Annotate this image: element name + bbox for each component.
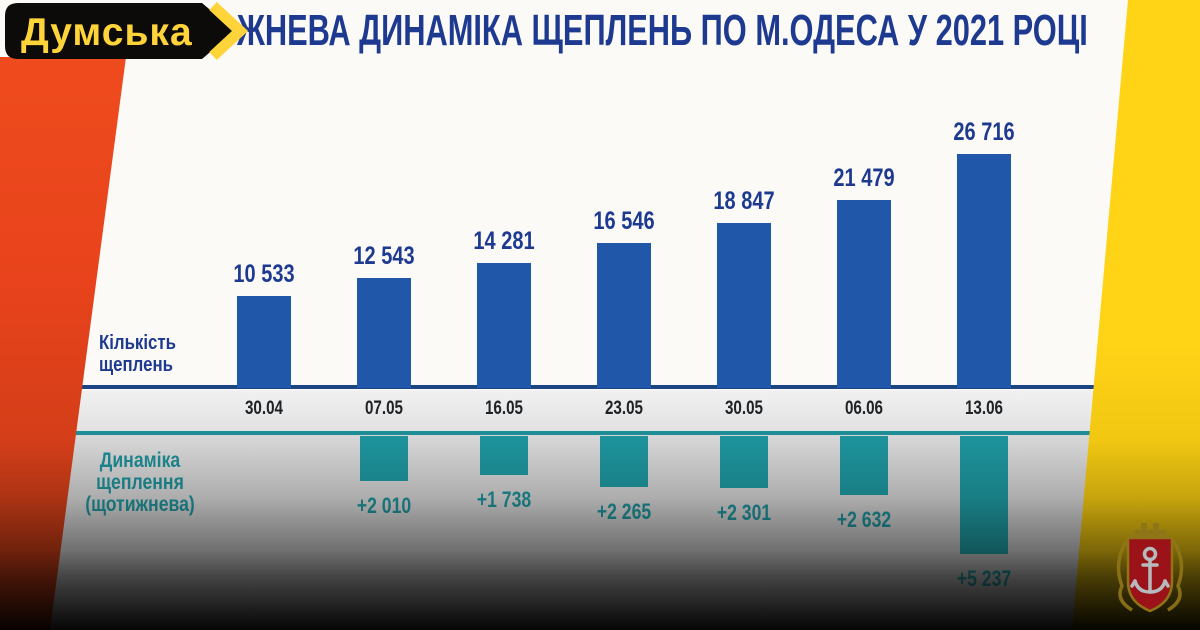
emblem-crown — [1134, 523, 1166, 538]
weekly-delta-value: +1 738 — [476, 487, 531, 512]
logo-badge-shape — [5, 3, 235, 59]
weekly-delta-value: +5 237 — [956, 566, 1011, 591]
delta-caption-line: (щотижнева) — [85, 493, 195, 516]
date-tick-label: 07.05 — [364, 398, 403, 419]
chart-title: ЖНЕВА ДИНАМІКА ЩЕПЛЕНЬ ПО М.ОДЕСА У 2021… — [237, 6, 1088, 55]
date-axis-band: 30.04 07.05 16.05 23.05 30.05 06.06 13.06 — [58, 390, 1116, 431]
date-tick-label: 13.06 — [964, 398, 1003, 419]
count-caption-line: Кількість — [99, 332, 176, 354]
vaccination-total-value: 10 533 — [232, 260, 295, 288]
vaccination-total-bar — [356, 278, 411, 388]
vaccination-total-value: 21 479 — [832, 164, 895, 192]
weekly-delta-bar — [599, 436, 648, 487]
weekly-delta-bar — [359, 436, 408, 481]
weekly-delta-bar — [959, 436, 1008, 554]
vaccination-total-value: 12 543 — [352, 242, 415, 270]
vaccination-total-bar — [956, 154, 1011, 388]
logo-text: Думська — [21, 11, 193, 54]
delta-axis-caption: Динаміка щеплення (щотижнева) — [73, 450, 207, 516]
weekly-delta-value: +2 301 — [716, 500, 771, 525]
vaccination-total-bar — [596, 243, 651, 388]
vaccination-total-value: 14 281 — [472, 227, 535, 255]
weekly-delta-bar — [839, 436, 888, 495]
vaccination-total-value: 16 546 — [592, 207, 655, 235]
vaccination-total-value: 26 716 — [952, 118, 1015, 146]
logo-chevron-icon — [209, 2, 249, 60]
delta-caption-line: щеплення — [96, 471, 184, 494]
weekly-delta-value: +2 010 — [356, 493, 411, 518]
delta-caption-line: Динаміка — [99, 449, 181, 472]
date-tick-label: 30.05 — [724, 398, 763, 419]
date-tick-label: 06.06 — [844, 398, 883, 419]
odesa-coat-of-arms-icon — [1116, 523, 1184, 613]
date-tick-label: 23.05 — [604, 398, 643, 419]
weekly-delta-bar — [479, 436, 528, 475]
weekly-delta-value: +2 632 — [836, 507, 891, 532]
vaccination-total-bar — [716, 223, 771, 388]
count-axis-caption: Кількість щеплень — [99, 332, 176, 376]
date-tick-label: 30.04 — [244, 398, 283, 419]
date-tick-label: 16.05 — [484, 398, 523, 419]
delta-axis-line — [58, 431, 1116, 435]
vaccination-total-bar — [236, 296, 291, 388]
weekly-delta-value: +2 265 — [596, 499, 651, 524]
count-caption-line: щеплень — [99, 354, 173, 376]
vaccination-total-value: 18 847 — [712, 187, 775, 215]
weekly-delta-bar — [719, 436, 768, 488]
dumska-logo: Думська — [5, 2, 249, 60]
x-axis-line — [58, 385, 1108, 389]
vaccination-total-bar — [476, 263, 531, 388]
vaccination-total-bar — [836, 200, 891, 388]
